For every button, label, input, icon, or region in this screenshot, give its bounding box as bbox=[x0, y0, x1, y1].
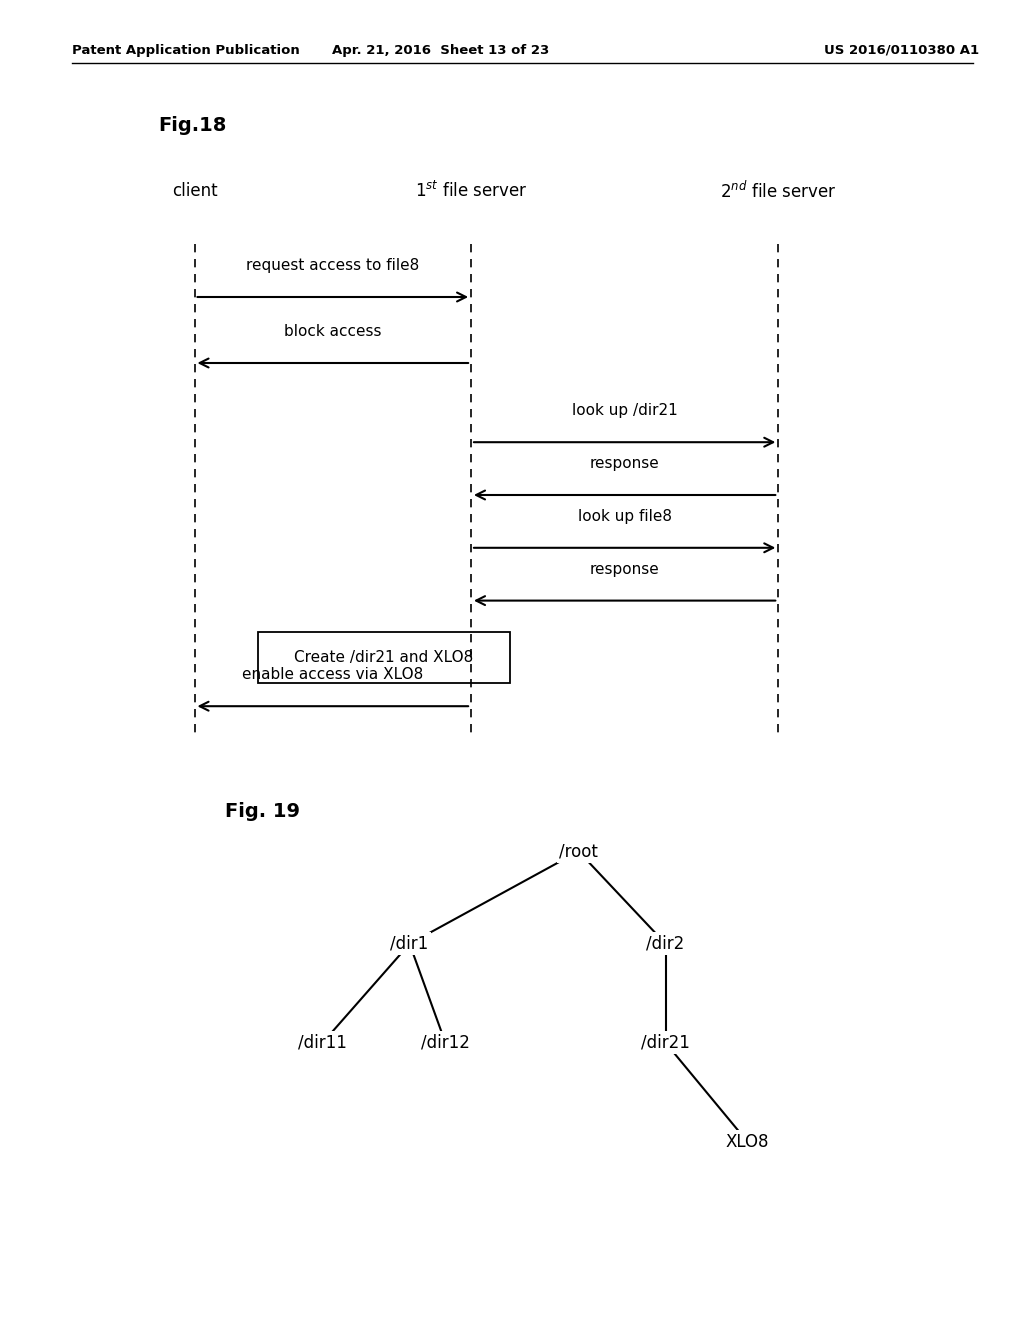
Text: Fig. 19: Fig. 19 bbox=[225, 803, 300, 821]
Text: /dir11: /dir11 bbox=[298, 1034, 347, 1052]
Text: response: response bbox=[590, 562, 659, 577]
Text: /root: /root bbox=[559, 842, 598, 861]
Text: response: response bbox=[590, 457, 659, 471]
Text: Fig.18: Fig.18 bbox=[159, 116, 227, 135]
Text: block access: block access bbox=[284, 325, 382, 339]
Text: XLO8: XLO8 bbox=[726, 1133, 769, 1151]
Text: /dir12: /dir12 bbox=[421, 1034, 470, 1052]
Text: $1^{st}$ file server: $1^{st}$ file server bbox=[415, 181, 527, 202]
Text: enable access via XLO8: enable access via XLO8 bbox=[242, 668, 424, 682]
Text: /dir1: /dir1 bbox=[390, 935, 429, 953]
Text: /dir21: /dir21 bbox=[641, 1034, 690, 1052]
FancyBboxPatch shape bbox=[258, 632, 510, 682]
Text: request access to file8: request access to file8 bbox=[246, 259, 420, 273]
Text: Apr. 21, 2016  Sheet 13 of 23: Apr. 21, 2016 Sheet 13 of 23 bbox=[332, 44, 549, 57]
Text: look up /dir21: look up /dir21 bbox=[571, 404, 678, 418]
Text: US 2016/0110380 A1: US 2016/0110380 A1 bbox=[823, 44, 979, 57]
Text: Create /dir21 and XLO8: Create /dir21 and XLO8 bbox=[294, 649, 474, 665]
Text: /dir2: /dir2 bbox=[646, 935, 685, 953]
Text: look up file8: look up file8 bbox=[578, 510, 672, 524]
Text: Patent Application Publication: Patent Application Publication bbox=[72, 44, 299, 57]
Text: client: client bbox=[172, 182, 217, 201]
Text: $2^{nd}$ file server: $2^{nd}$ file server bbox=[720, 181, 837, 202]
